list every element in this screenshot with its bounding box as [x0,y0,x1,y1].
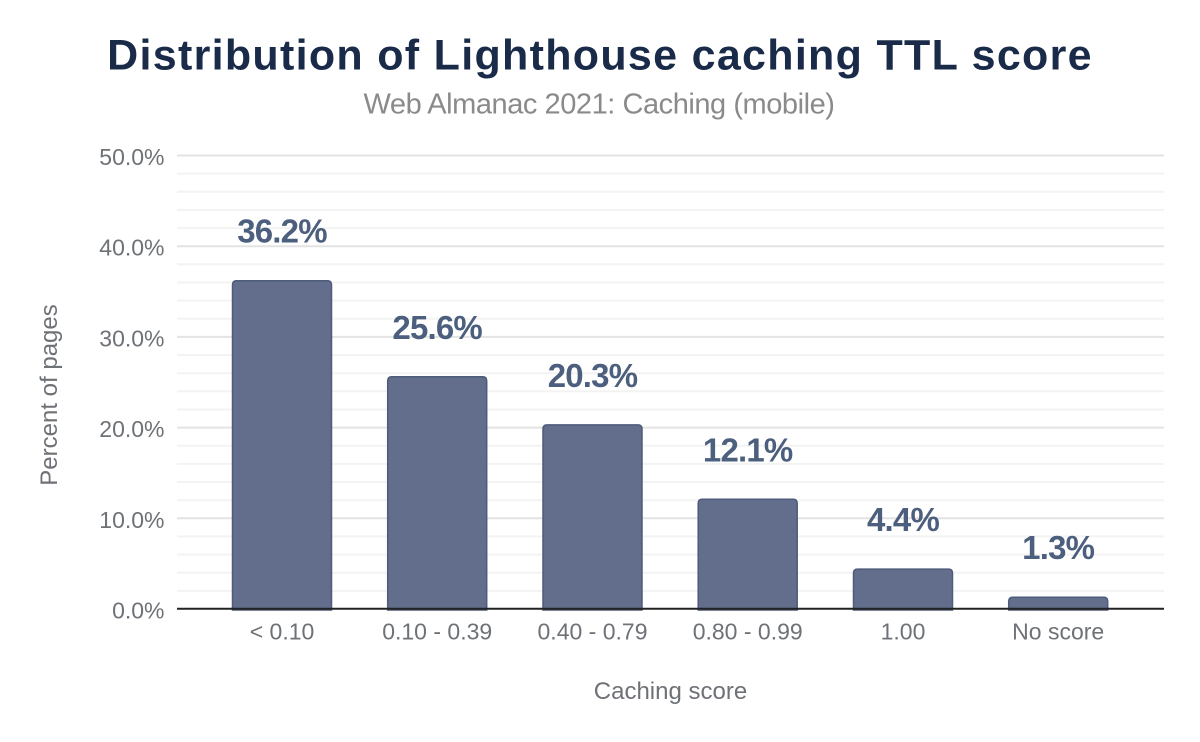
svg-text:Web Almanac 2021: Caching (mob: Web Almanac 2021: Caching (mobile) [364,89,835,121]
svg-text:0.0%: 0.0% [112,598,164,624]
svg-text:0.40 - 0.79: 0.40 - 0.79 [538,619,648,645]
svg-text:12.1%: 12.1% [703,431,793,468]
svg-text:1.00: 1.00 [881,619,926,645]
svg-text:Caching score: Caching score [594,678,747,705]
svg-text:No score: No score [1012,619,1104,645]
svg-text:30.0%: 30.0% [99,325,164,351]
svg-text:< 0.10: < 0.10 [250,619,315,645]
svg-text:40.0%: 40.0% [99,235,164,261]
svg-text:4.4%: 4.4% [867,501,939,538]
svg-text:1.3%: 1.3% [1022,529,1094,566]
svg-text:0.10 - 0.39: 0.10 - 0.39 [382,619,492,645]
svg-text:10.0%: 10.0% [99,507,164,533]
svg-text:0.80 - 0.99: 0.80 - 0.99 [693,619,803,645]
svg-text:50.0%: 50.0% [99,144,164,170]
svg-text:Percent of pages: Percent of pages [36,304,63,485]
svg-text:20.3%: 20.3% [548,357,638,394]
svg-text:20.0%: 20.0% [99,416,164,442]
svg-text:36.2%: 36.2% [237,213,327,250]
svg-text:Distribution of Lighthouse cac: Distribution of Lighthouse caching TTL s… [107,32,1093,80]
svg-text:25.6%: 25.6% [392,309,482,346]
